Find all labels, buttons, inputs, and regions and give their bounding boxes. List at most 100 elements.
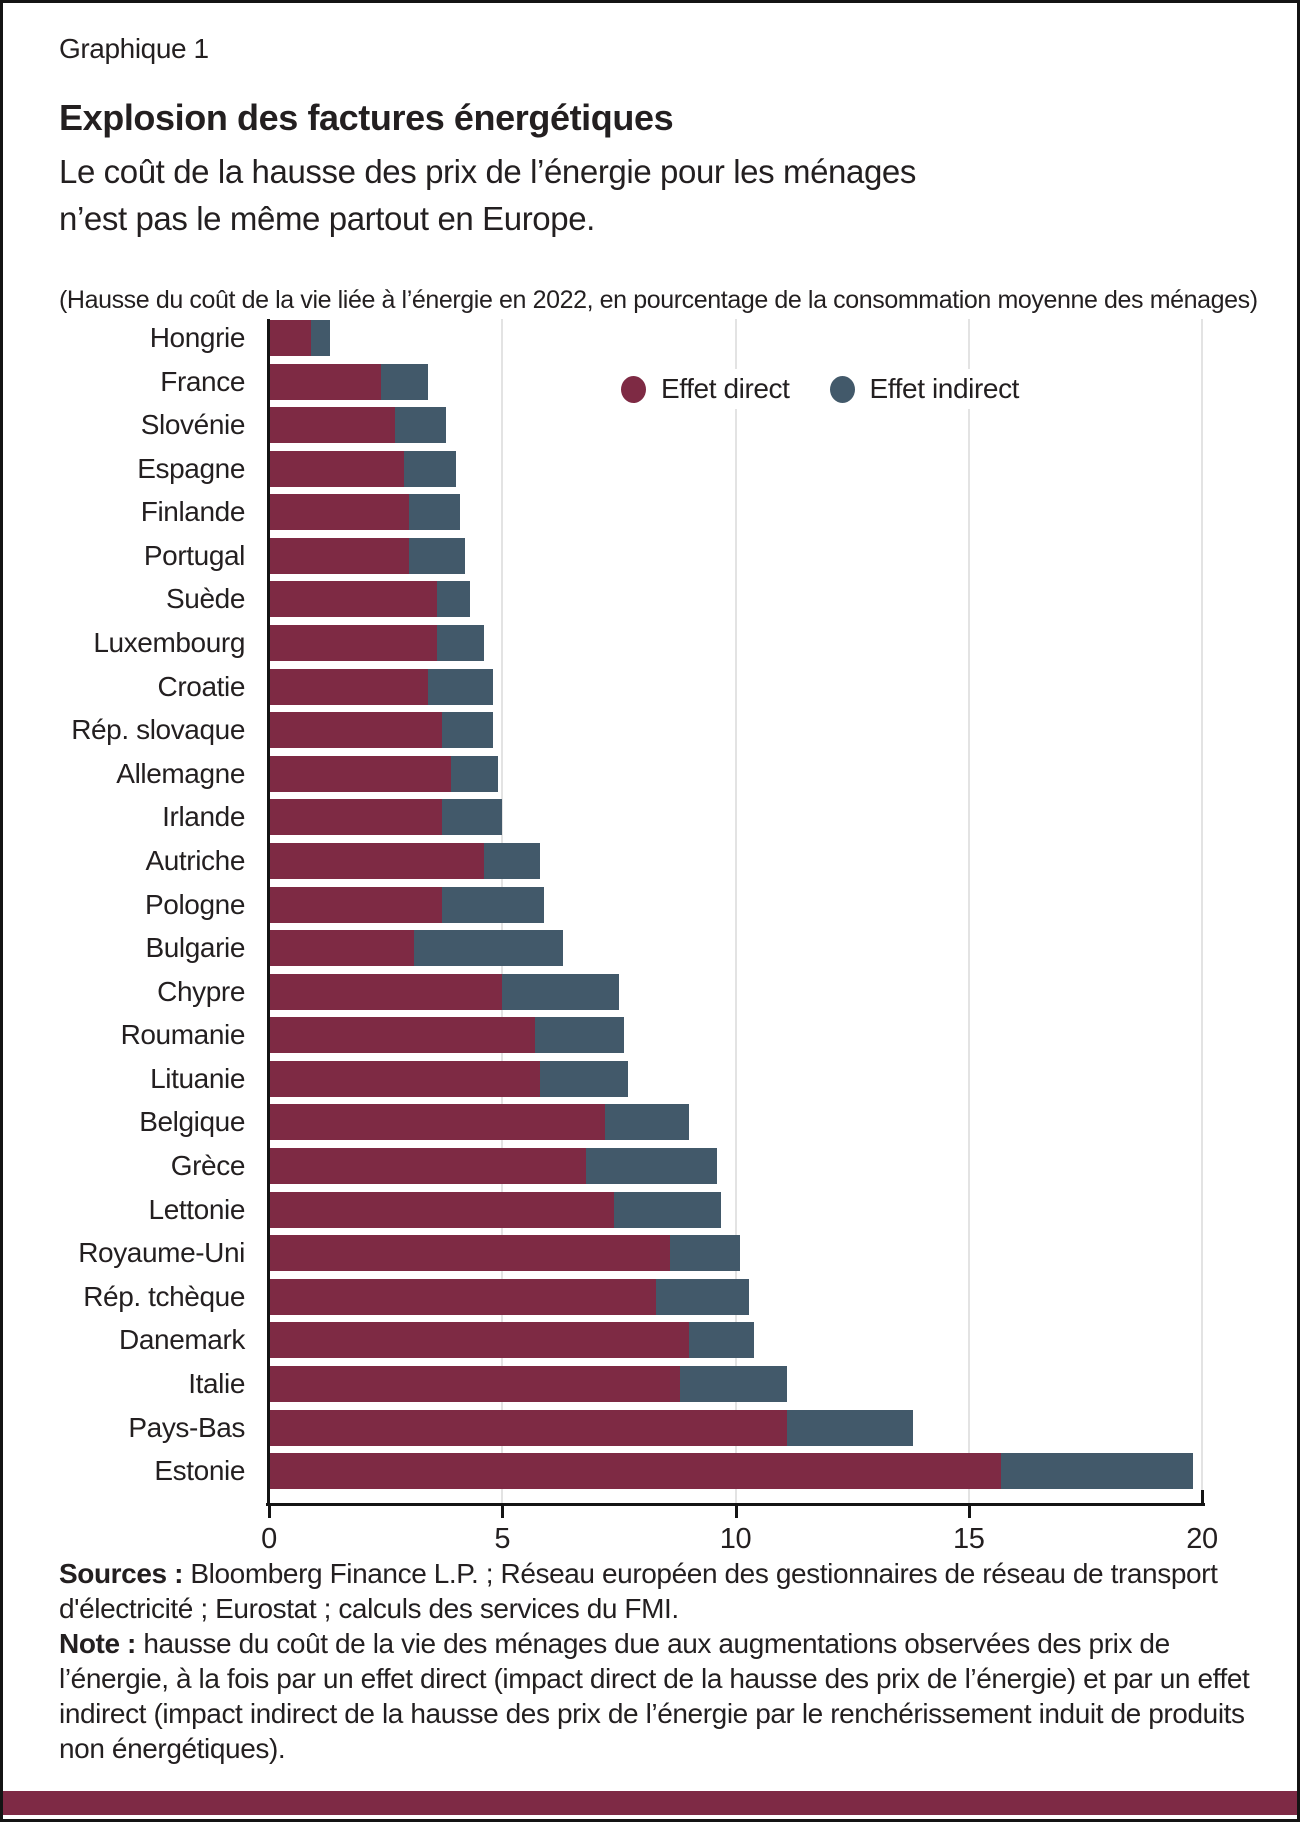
category-label: Pologne: [145, 888, 245, 920]
bar-row-allemagne: [269, 755, 498, 792]
segment-direct: [269, 1365, 680, 1402]
x-tick-5: [501, 1506, 505, 1518]
bar-row-gr-ce: [269, 1148, 717, 1185]
segment-direct: [269, 363, 381, 400]
legend-item-indirect: Effet indirect: [829, 373, 1020, 405]
segment-direct: [269, 1104, 605, 1141]
segment-direct: [269, 320, 311, 356]
segment-direct: [269, 494, 409, 531]
category-label: Pays-Bas: [128, 1411, 245, 1443]
segment-direct: [269, 1060, 540, 1097]
segment-direct: [269, 537, 409, 574]
segment-direct: [269, 407, 395, 444]
category-label: Suède: [166, 583, 245, 615]
segment-direct: [269, 1453, 1002, 1490]
segment-indirect: [1001, 1453, 1193, 1490]
x-tick-10: [734, 1506, 738, 1518]
category-label: Grèce: [170, 1150, 246, 1182]
segment-direct: [269, 755, 451, 792]
sources-label: Sources :: [59, 1558, 183, 1589]
segment-indirect: [483, 842, 540, 879]
gridline-20: [1201, 319, 1203, 1503]
bar-row-portugal: [269, 537, 465, 574]
segment-direct: [269, 625, 437, 662]
bar-row-lituanie: [269, 1060, 629, 1097]
segment-direct: [269, 712, 442, 749]
segment-direct: [269, 581, 437, 618]
segment-indirect: [441, 712, 493, 749]
segment-indirect: [450, 755, 498, 792]
segment-indirect: [441, 886, 545, 923]
segment-direct: [269, 1409, 787, 1446]
category-label: Lituanie: [150, 1062, 245, 1094]
category-label: Rép. tchèque: [83, 1280, 245, 1312]
x-tick-label-0: 0: [261, 1523, 277, 1555]
segment-indirect: [786, 1409, 913, 1446]
category-label: Finlande: [140, 496, 246, 528]
x-tick-0: [268, 1506, 271, 1518]
bar-row-royaume-uni: [269, 1235, 741, 1272]
segment-indirect: [502, 973, 619, 1010]
bar-row-luxembourg: [269, 625, 484, 662]
gridline-10: [734, 319, 737, 1503]
category-label: Danemark: [119, 1324, 245, 1356]
bar-row-bulgarie: [269, 930, 563, 967]
segment-direct: [269, 450, 405, 487]
segment-indirect: [427, 668, 493, 705]
segment-direct: [269, 1191, 615, 1228]
segment-direct: [269, 886, 442, 923]
segment-indirect: [688, 1322, 755, 1359]
category-label: Irlande: [162, 801, 245, 833]
bar-row-croatie: [269, 668, 493, 705]
segment-indirect: [614, 1191, 722, 1228]
x-tick-label-5: 5: [494, 1523, 511, 1555]
note-line: Note : hausse du coût de la vie des ména…: [59, 1626, 1265, 1766]
segment-direct: [269, 1278, 657, 1315]
segment-indirect: [441, 799, 503, 836]
segment-direct: [269, 1148, 587, 1185]
bar-row-roumanie: [269, 1017, 624, 1054]
bar-row-danemark: [269, 1322, 755, 1359]
category-label: Italie: [188, 1367, 245, 1399]
category-label: Hongrie: [149, 322, 246, 353]
plot-area: [269, 319, 1203, 1503]
segment-direct: [269, 1017, 535, 1054]
legend-dot-indirect-icon: [829, 375, 855, 403]
segment-indirect: [380, 363, 428, 400]
note-text: hausse du coût de la vie des ménages due…: [59, 1628, 1250, 1764]
segment-indirect: [539, 1060, 629, 1097]
bar-row-belgique: [269, 1104, 689, 1141]
segment-indirect: [586, 1148, 717, 1185]
category-label: Chypre: [157, 975, 245, 1007]
category-label: Espagne: [137, 452, 245, 484]
segment-indirect: [408, 494, 461, 531]
x-tick-label-20: 20: [1186, 1523, 1218, 1555]
segment-indirect: [436, 581, 470, 618]
unit-note: (Hausse du coût de la vie liée à l’énerg…: [59, 286, 1258, 314]
bar-row-italie: [269, 1365, 787, 1402]
category-label: Royaume-Uni: [78, 1237, 245, 1269]
x-tick-label-10: 10: [719, 1523, 752, 1555]
bar-row-autriche: [269, 842, 540, 879]
bar-row-france: [269, 363, 428, 400]
chart-title: Explosion des factures énergétiques: [59, 97, 674, 138]
bar-row-lettonie: [269, 1191, 722, 1228]
category-label: Autriche: [145, 844, 245, 876]
category-label: Lettonie: [148, 1193, 246, 1225]
bar-row-r-p-slovaque: [269, 712, 493, 749]
note-label: Note :: [59, 1628, 136, 1659]
bar-row-su-de: [269, 581, 470, 618]
x-tick-15: [967, 1506, 971, 1518]
category-label: Bulgarie: [145, 932, 245, 964]
segment-indirect: [404, 450, 456, 487]
legend-label-indirect: Effet indirect: [869, 373, 1020, 404]
segment-indirect: [310, 320, 330, 356]
x-tick-label-15: 15: [953, 1523, 985, 1555]
x-tick-20: [1201, 1490, 1204, 1503]
bar-row-slov-nie: [269, 407, 447, 444]
bar-row-pologne: [269, 886, 545, 923]
segment-direct: [269, 1235, 671, 1272]
legend-label-direct: Effet direct: [661, 373, 790, 404]
category-label: Allemagne: [116, 757, 245, 789]
